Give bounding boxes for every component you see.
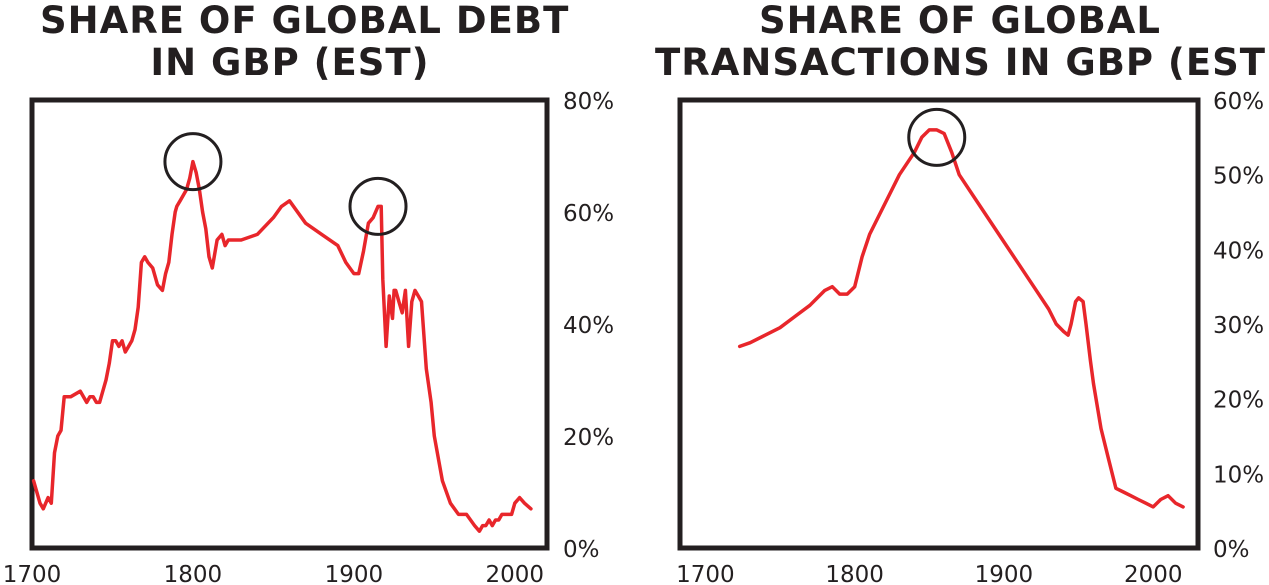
chart-title-debt-line-2: IN GBP (EST)	[150, 41, 430, 84]
y-tick-label: 20%	[563, 425, 614, 451]
y-tick-label: 60%	[563, 201, 614, 227]
plot-frame	[29, 97, 550, 551]
x-tick-label: 2000	[1124, 562, 1183, 585]
x-tick-label: 1700	[676, 562, 735, 585]
x-tick-label: 1900	[325, 562, 384, 585]
y-tick-label: 20%	[1213, 388, 1264, 414]
chart-title-transactions-line-1: SHARE OF GLOBAL	[758, 0, 1161, 42]
y-tick-label: 10%	[1213, 462, 1264, 488]
highlight-circle	[163, 132, 223, 192]
plot-frame	[677, 97, 1201, 551]
highlight-circle	[907, 107, 967, 167]
chart-title-transactions: SHARE OF GLOBAL TRANSACTIONS IN GBP (EST…	[655, 0, 1269, 84]
y-tick-label: 0%	[1213, 537, 1250, 563]
y-tick-label: 40%	[1213, 238, 1264, 264]
chart-title-debt: SHARE OF GLOBAL DEBT IN GBP (EST)	[40, 0, 568, 84]
x-tick-label: 2000	[486, 562, 545, 585]
chart-title-debt-line-1: SHARE OF GLOBAL DEBT	[40, 0, 570, 42]
series-line	[737, 128, 1185, 509]
y-tick-label: 40%	[563, 313, 614, 339]
x-tick-label: 1800	[825, 562, 884, 585]
y-tick-label: 80%	[563, 89, 614, 115]
series-line	[31, 159, 533, 533]
x-tick-label: 1800	[164, 562, 223, 585]
x-tick-label: 1900	[975, 562, 1034, 585]
y-tick-label: 0%	[563, 537, 600, 563]
chart-debt: 0% 20% 40% 60% 80% 1700 1800 1900 2000	[3, 89, 614, 585]
y-tick-label: 50%	[1213, 164, 1264, 190]
chart-transactions: 0% 10% 20% 30% 40% 50% 60% 1700 1800 1900 2000	[676, 89, 1264, 585]
x-tick-label: 1700	[3, 562, 62, 585]
highlight-circle	[348, 176, 408, 236]
y-tick-label: 60%	[1213, 89, 1264, 115]
y-tick-label: 30%	[1213, 313, 1264, 339]
chart-title-transactions-line-2: TRANSACTIONS IN GBP (EST)	[655, 41, 1269, 84]
